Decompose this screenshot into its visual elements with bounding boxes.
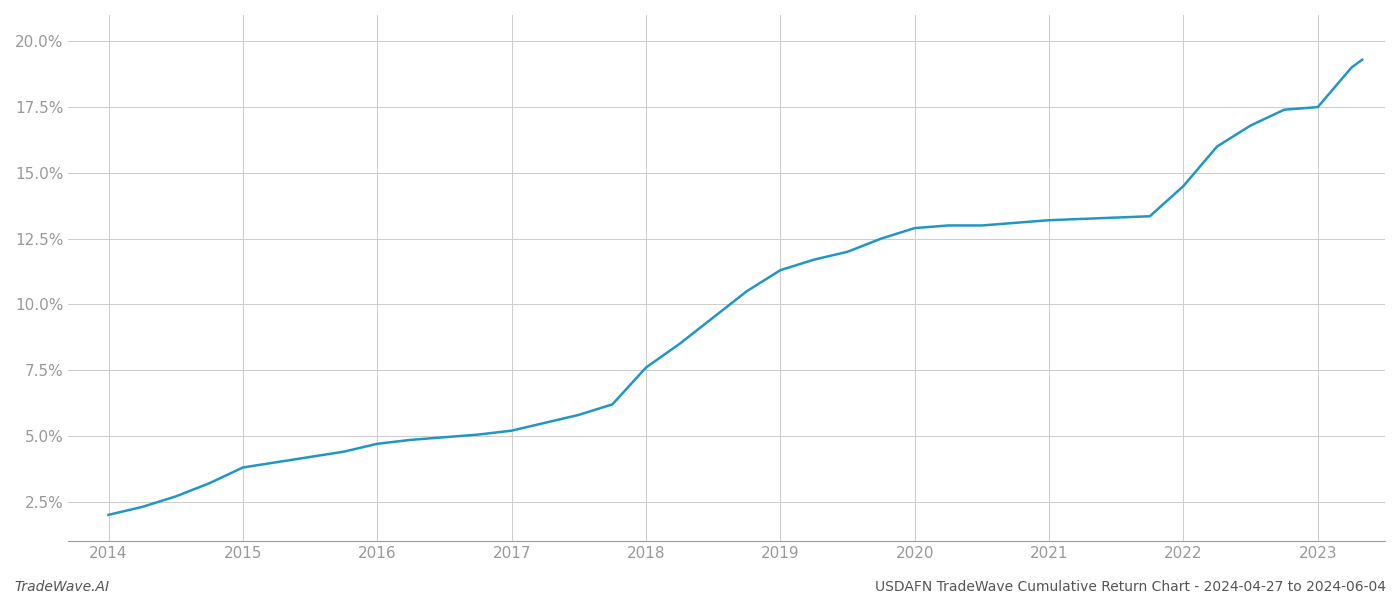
Text: USDAFN TradeWave Cumulative Return Chart - 2024-04-27 to 2024-06-04: USDAFN TradeWave Cumulative Return Chart…: [875, 580, 1386, 594]
Text: TradeWave.AI: TradeWave.AI: [14, 580, 109, 594]
